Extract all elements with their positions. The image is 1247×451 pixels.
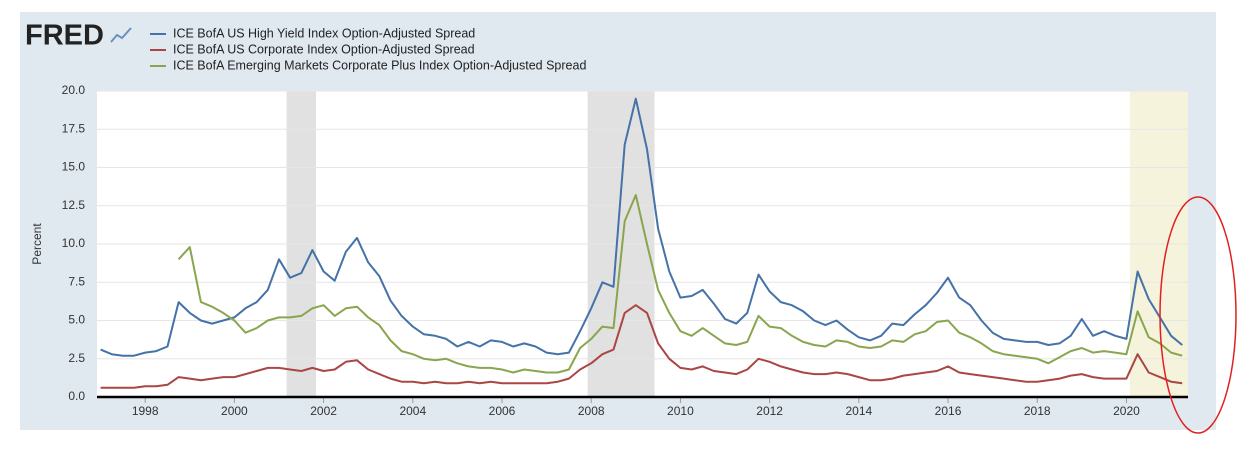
- legend-label: ICE BofA US Corporate Index Option-Adjus…: [173, 42, 475, 56]
- legend-item: ICE BofA US Corporate Index Option-Adjus…: [150, 42, 475, 56]
- x-tick-label: 2020: [1113, 404, 1140, 418]
- y-tick-label: 10.0: [62, 236, 86, 250]
- logo-icon: [110, 27, 132, 43]
- logo: FRED: [25, 20, 104, 52]
- x-tick-label: 2002: [310, 404, 337, 418]
- series-line: [100, 304, 1183, 389]
- x-tick-label: 2018: [1024, 404, 1051, 418]
- y-tick-label: 17.5: [62, 121, 86, 135]
- legend-item: ICE BofA US High Yield Index Option-Adju…: [150, 26, 475, 40]
- legend-label: ICE BofA US High Yield Index Option-Adju…: [173, 26, 475, 40]
- y-axis-label: Percent: [30, 223, 44, 265]
- y-tick-label: 20.0: [62, 83, 86, 97]
- x-tick-label: 2008: [578, 404, 605, 418]
- x-tick-label: 2006: [489, 404, 516, 418]
- legend-item: ICE BofA Emerging Markets Corporate Plus…: [150, 58, 586, 72]
- series-line: [100, 97, 1183, 357]
- x-tick-label: 2012: [756, 404, 783, 418]
- x-tick-label: 2010: [667, 404, 694, 418]
- y-tick-label: 2.5: [68, 351, 85, 365]
- plot-layers: 0.0 2.5 5.0 7.5 10.0 12.5 15.0 17.5 20.0 1998 2000…: [62, 83, 1188, 418]
- y-tick-label: 12.5: [62, 198, 86, 212]
- x-tick-label: 1998: [132, 404, 159, 418]
- series-line: [177, 194, 1183, 374]
- y-tick-label: 0.0: [68, 389, 85, 403]
- y-tick-label: 7.5: [68, 274, 85, 288]
- y-tick-label: 15.0: [62, 160, 86, 174]
- x-tick-label: 2000: [221, 404, 248, 418]
- y-tick-label: 5.0: [68, 313, 85, 327]
- x-tick-label: 2016: [935, 404, 962, 418]
- annotation-ellipse: [1159, 196, 1237, 434]
- x-tick-label: 2004: [399, 404, 426, 418]
- legend-label: ICE BofA Emerging Markets Corporate Plus…: [173, 58, 586, 72]
- x-tick-label: 2014: [845, 404, 872, 418]
